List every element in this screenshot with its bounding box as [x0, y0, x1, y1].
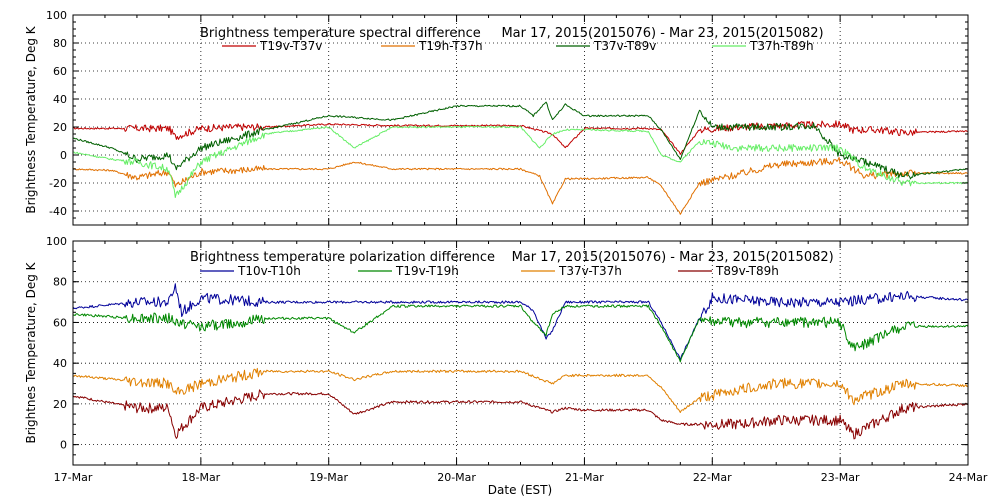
spectral-series-line-t19h-t37h — [72, 156, 969, 215]
spectral-y-tick-label: 60 — [53, 65, 67, 78]
x-tick-label: 22-Mar — [693, 471, 732, 484]
x-tick-label: 24-Mar — [949, 471, 988, 484]
polarization-legend-label: T10v-T10h — [237, 264, 301, 278]
spectral-chart-title: Brightness temperature spectral differen… — [200, 26, 824, 41]
spectral-y-axis-label: Brightness Temperature, Deg K — [24, 25, 38, 213]
spectral-series-line-t37v-t89v — [72, 101, 969, 180]
x-tick-label: 17-Mar — [54, 471, 93, 484]
spectral-legend-label: T37v-T89v — [593, 39, 656, 53]
spectral-difference-panel: -40 -20 0 20 40 60 80 100 Brightness temperatur… — [24, 9, 969, 226]
polarization-series-line-t10v-t10h — [72, 283, 969, 361]
spectral-y-tick-label: 80 — [53, 37, 67, 50]
x-tick-label: 19-Mar — [309, 471, 348, 484]
polarization-y-axis-label: Brightnes Temperature, Deg K — [24, 261, 38, 443]
polarization-y-tick-label: 60 — [53, 316, 67, 329]
x-axis-tick-labels: 17-Mar 18-Mar 19-Mar 20-Mar 21-Mar 22-Mar 23-M… — [54, 471, 988, 484]
spectral-y-tick-label: 40 — [53, 93, 67, 106]
polarization-difference-panel: 0 20 40 60 80 100 Brightness temperature pola… — [24, 235, 969, 466]
polarization-series-line-t89v-t89h — [72, 389, 969, 440]
polarization-y-tick-label: 20 — [53, 398, 67, 411]
x-tick-label: 21-Mar — [565, 471, 604, 484]
spectral-y-tick-label: 20 — [53, 121, 67, 134]
spectral-legend-label: T37h-T89h — [749, 39, 814, 53]
polarization-series-line-t19v-t19h — [72, 304, 969, 363]
spectral-legend-label: T19v-T37v — [259, 39, 322, 53]
x-tick-label: 20-Mar — [437, 471, 476, 484]
x-tick-label: 23-Mar — [821, 471, 860, 484]
spectral-y-tick-label: 0 — [60, 149, 67, 162]
x-tick-label: 18-Mar — [181, 471, 220, 484]
polarization-legend-label: T89v-T89h — [715, 264, 779, 278]
polarization-legend-label: T19v-T19h — [395, 264, 459, 278]
polarization-y-tick-label: 0 — [60, 439, 67, 452]
spectral-y-tick-label: -20 — [49, 177, 67, 190]
x-axis-title: Date (EST) — [488, 483, 552, 497]
polarization-y-tick-label: 40 — [53, 357, 67, 370]
polarization-y-tick-label: 100 — [46, 235, 67, 248]
polarization-y-tick-label: 80 — [53, 276, 67, 289]
spectral-y-tick-label: -40 — [49, 205, 67, 218]
polarization-chart-title: Brightness temperature polarization diff… — [190, 250, 834, 265]
polarization-series-line-t37v-t37h — [72, 367, 969, 413]
spectral-y-tick-label: 100 — [46, 9, 67, 22]
spectral-series-line-t37h-t89h — [72, 125, 969, 198]
polarization-legend-label: T37v-T37h — [558, 264, 622, 278]
spectral-series-line-t19v-t37v — [73, 120, 969, 155]
spectral-legend-label: T19h-T37h — [418, 39, 483, 53]
